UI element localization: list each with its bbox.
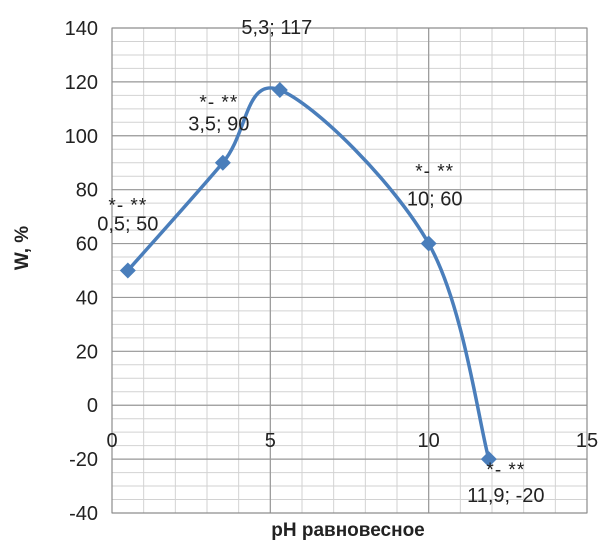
y-tick-label: 20 <box>76 341 98 363</box>
data-labels: *- **0,5; 50*- **3,5; 90*- **5,3; 117*- … <box>97 0 544 507</box>
data-label: 5,3; 117 <box>241 17 312 39</box>
data-point-annotation: *- ** <box>486 460 525 481</box>
y-tick-label: -20 <box>69 449 98 471</box>
data-label: 3,5; 90 <box>188 114 249 136</box>
data-point-annotation: *- ** <box>199 93 238 114</box>
data-point-marker <box>119 262 136 279</box>
x-axis-title: pH равновесное <box>271 520 425 541</box>
data-point-annotation: *- ** <box>108 196 147 217</box>
data-point-marker <box>271 81 288 98</box>
y-axis-title: W, % <box>12 226 33 270</box>
data-point-marker <box>214 154 231 171</box>
x-tick-label: 10 <box>418 430 440 452</box>
series-line <box>126 86 491 461</box>
data-label: 0,5; 50 <box>97 214 158 236</box>
plot-area-border <box>111 27 588 514</box>
y-tick-label: -40 <box>69 503 98 525</box>
data-point-annotation: *- ** <box>415 162 454 183</box>
y-tick-label: 0 <box>87 395 98 417</box>
data-point-marker <box>420 235 437 252</box>
x-tick-label: 15 <box>576 430 598 452</box>
y-tick-label: 120 <box>65 72 98 94</box>
x-tick-label: 5 <box>265 430 276 452</box>
y-tick-label: 140 <box>65 18 98 40</box>
data-point-annotation: *- ** <box>257 0 296 8</box>
data-point-marker <box>480 451 497 468</box>
y-tick-label: 80 <box>76 180 98 202</box>
data-label: 10; 60 <box>407 189 463 211</box>
grid <box>111 27 588 514</box>
series <box>119 81 497 468</box>
axis-ticks: 140 120 100 80 60 40 20 0 -20 -40 0 5 10 15 <box>65 18 599 525</box>
x-tick-label: 0 <box>106 430 117 452</box>
y-tick-label: 40 <box>76 287 98 309</box>
data-label: 11,9; -20 <box>467 485 544 507</box>
y-tick-label: 100 <box>65 126 98 148</box>
y-tick-label: 60 <box>76 234 98 256</box>
